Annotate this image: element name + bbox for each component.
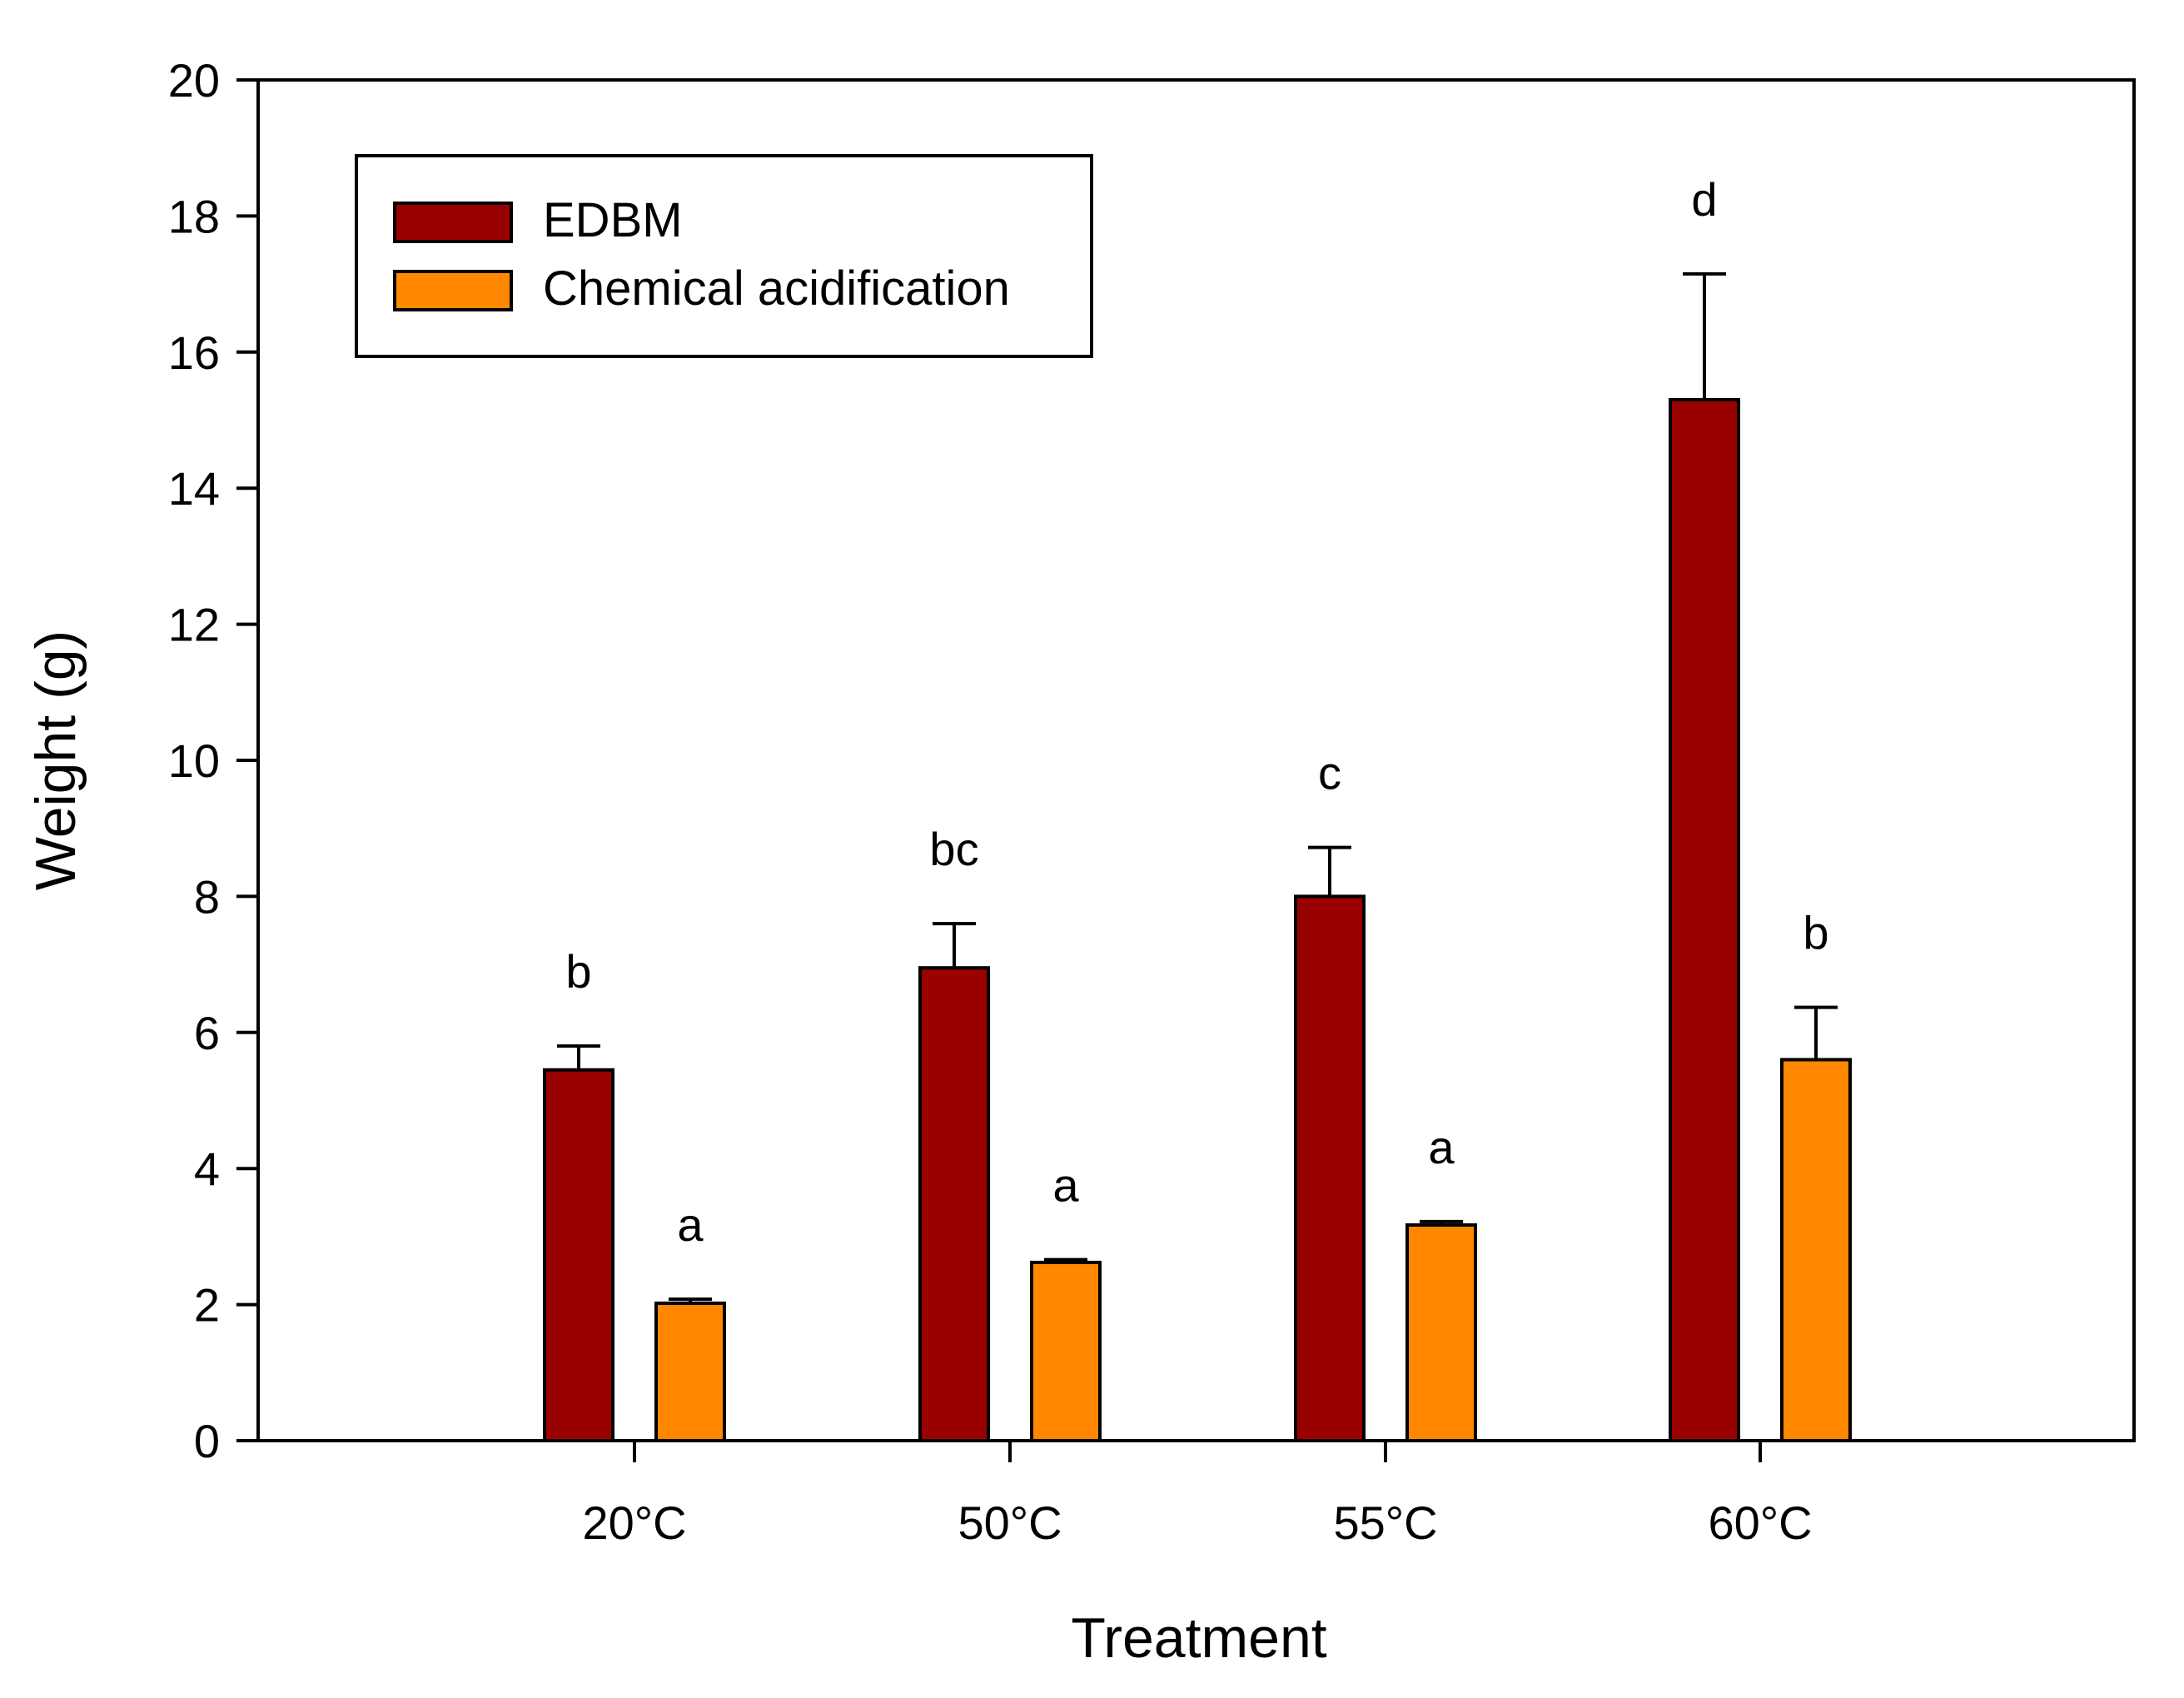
bar xyxy=(1030,1260,1102,1443)
y-tick-label: 2 xyxy=(194,1279,220,1332)
bar xyxy=(654,1301,726,1442)
legend-label: Chemical acidification xyxy=(543,261,1010,316)
legend-swatch xyxy=(393,202,513,243)
bar xyxy=(543,1068,614,1442)
y-tick-label: 8 xyxy=(194,870,220,923)
x-tick-label: 55°C xyxy=(1333,1496,1437,1549)
y-tick-label: 16 xyxy=(168,326,220,379)
y-tick-label: 4 xyxy=(194,1143,220,1195)
bar xyxy=(1780,1058,1852,1442)
y-tick-label: 20 xyxy=(168,54,220,107)
significance-label: a xyxy=(1052,1159,1079,1212)
bar xyxy=(918,966,990,1443)
y-tick-label: 14 xyxy=(168,462,220,515)
x-tick-label: 50°C xyxy=(958,1496,1062,1549)
y-tick-label: 6 xyxy=(194,1007,220,1059)
bar xyxy=(1294,894,1366,1442)
axis-layer: 0 2 4 6 8 10 12 14 16 18 20 20°C 50°C 55°C 60°C xyxy=(168,54,2136,1549)
x-axis-title: Treatment xyxy=(1071,1606,1326,1670)
bar xyxy=(1405,1223,1477,1442)
bars-layer: b bc c d a a a b xyxy=(543,173,1852,1443)
legend-box xyxy=(355,154,1093,358)
y-tick-label: 12 xyxy=(168,599,220,651)
significance-label: a xyxy=(1428,1121,1455,1173)
legend: EDBM Chemical acidification xyxy=(355,154,1093,358)
x-tick-label: 20°C xyxy=(582,1496,686,1549)
significance-label: c xyxy=(1318,747,1341,799)
y-tick-label: 0 xyxy=(194,1415,220,1467)
bar xyxy=(1669,397,1740,1442)
significance-label: b xyxy=(565,945,591,998)
significance-label: a xyxy=(677,1198,704,1251)
x-tick-label: 60°C xyxy=(1708,1496,1812,1549)
y-tick-label: 10 xyxy=(168,734,220,787)
y-axis-title: Weight (g) xyxy=(24,630,87,890)
significance-label: bc xyxy=(929,823,978,875)
significance-label: b xyxy=(1803,907,1828,959)
y-tick-label: 18 xyxy=(168,190,220,242)
legend-label: EDBM xyxy=(543,193,683,247)
legend-swatch xyxy=(393,270,513,311)
significance-label: d xyxy=(1691,173,1717,226)
